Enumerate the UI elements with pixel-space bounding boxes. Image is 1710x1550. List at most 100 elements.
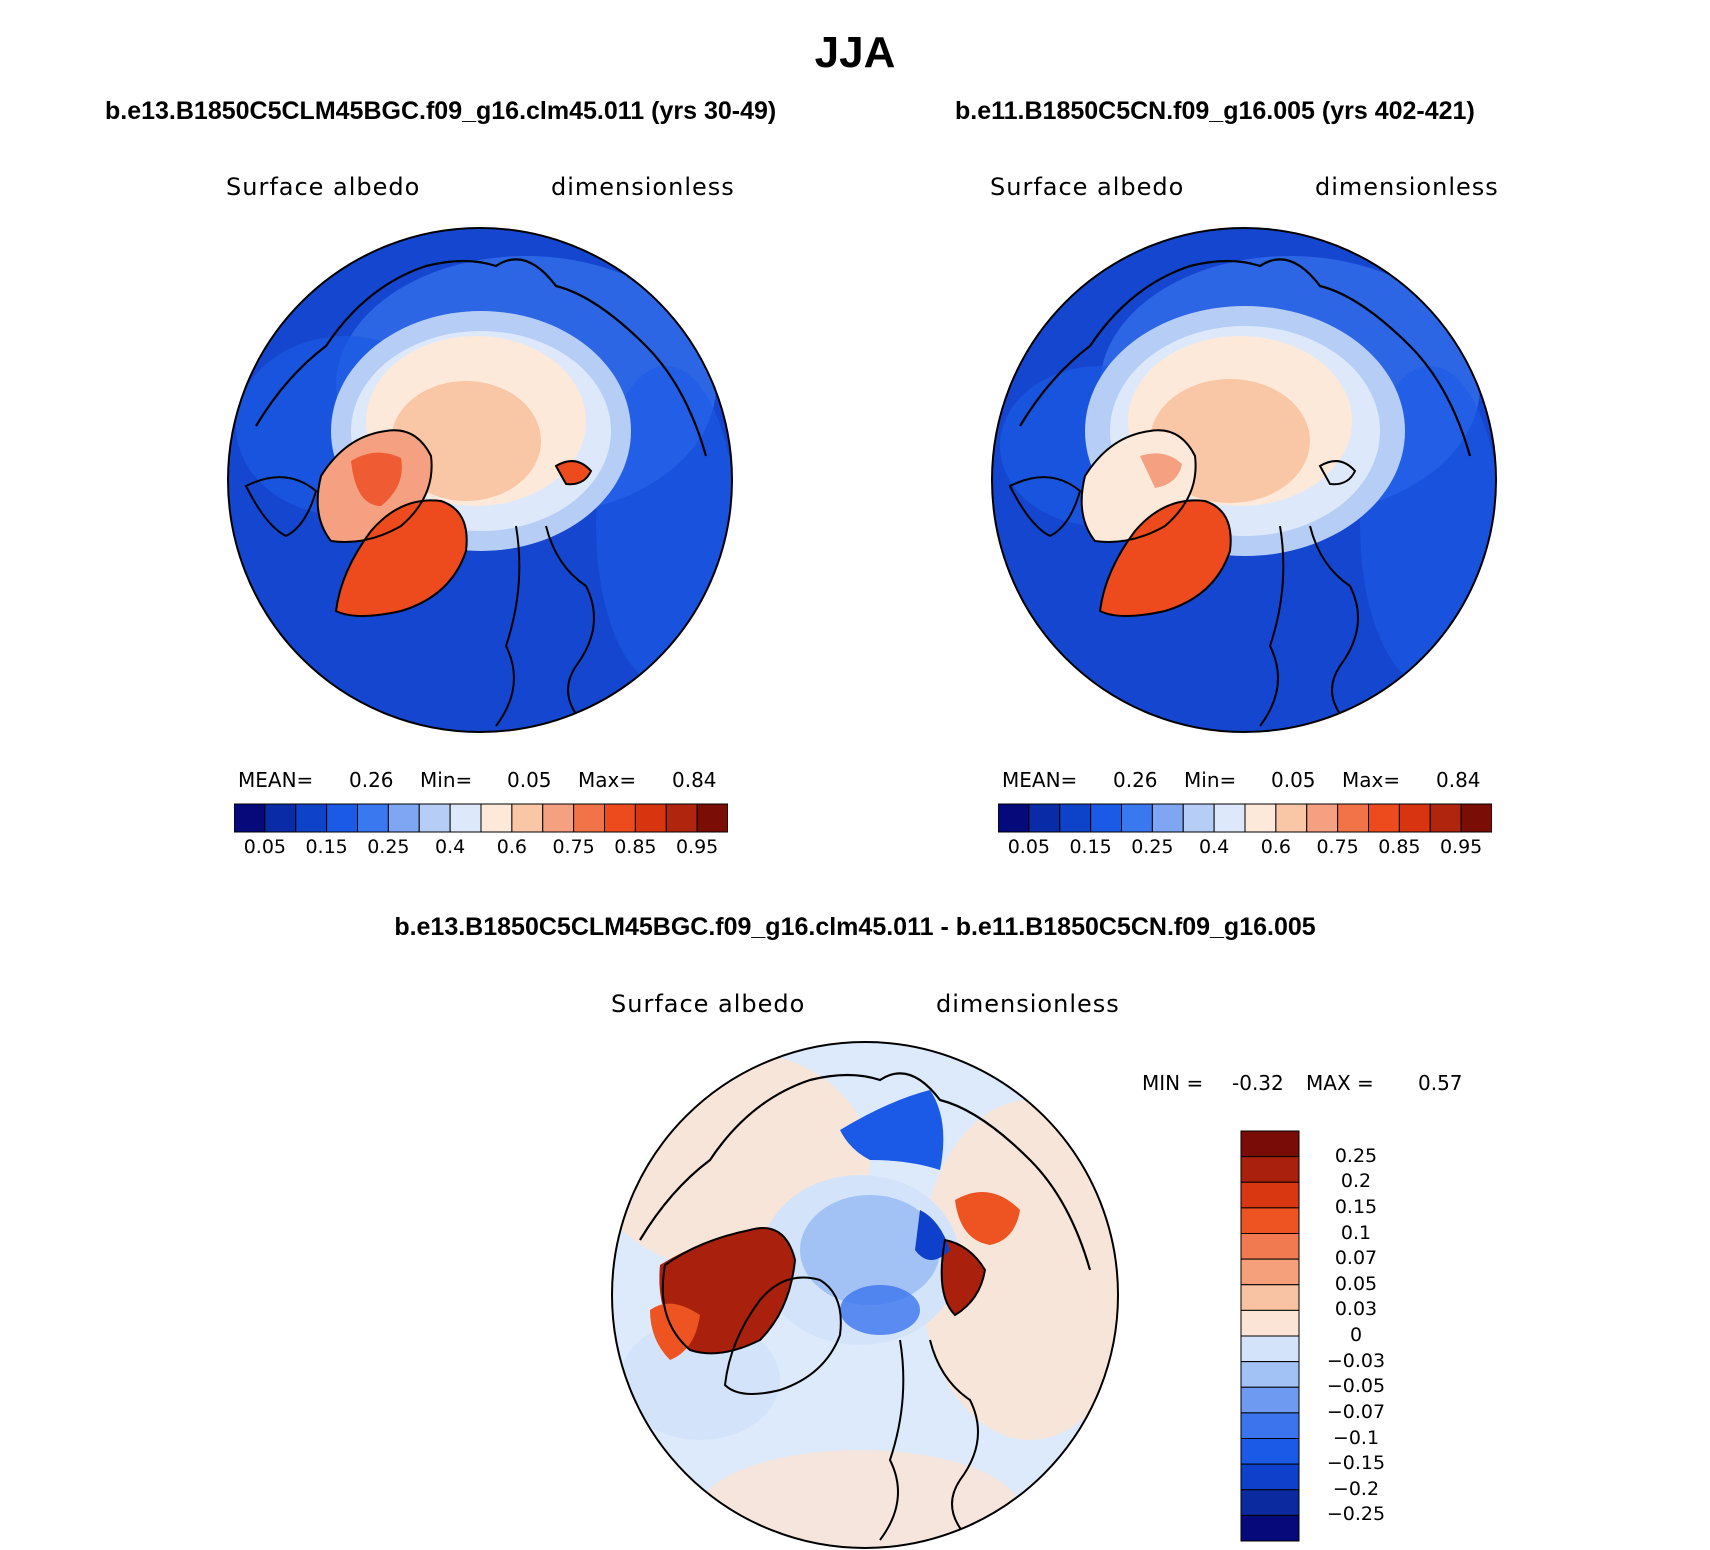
diff-panel-colorbar xyxy=(1240,1130,1300,1542)
panel-1-mean-label: MEAN= xyxy=(238,768,314,792)
figure-title: JJA xyxy=(814,28,896,77)
colorbar-swatch xyxy=(1240,1156,1300,1183)
panel-1-max-label: Max= xyxy=(578,768,637,792)
colorbar-swatch xyxy=(998,803,1030,833)
colorbar-swatch xyxy=(1240,1130,1300,1158)
colorbar-swatch xyxy=(1240,1233,1300,1260)
colorbar-swatch xyxy=(1244,803,1277,833)
colorbar-swatch xyxy=(634,803,667,833)
colorbar-swatch xyxy=(387,803,420,833)
colorbar-tick-label: 0.1 xyxy=(1340,1221,1372,1244)
panel-2-max-label: Max= xyxy=(1342,768,1401,792)
diff-panel-max-value: 0.57 xyxy=(1418,1071,1463,1095)
colorbar-tick-label: 0.4 xyxy=(435,836,466,858)
panel-1-greenland xyxy=(336,500,467,616)
colorbar-swatch xyxy=(234,803,266,833)
colorbar-swatch xyxy=(1240,1207,1300,1234)
panel-2-units-label: dimensionless xyxy=(1315,173,1499,201)
colorbar-swatch xyxy=(418,803,451,833)
colorbar-swatch xyxy=(1460,803,1492,833)
panel-2-min-value: 0.05 xyxy=(1271,768,1316,792)
colorbar-swatch xyxy=(264,803,297,833)
diff-panel-variable-label: Surface albedo xyxy=(611,990,806,1018)
panel-1-svalbard xyxy=(556,461,591,485)
colorbar-swatch xyxy=(1240,1438,1300,1465)
panel-1-variable-label: Surface albedo xyxy=(226,173,421,201)
colorbar-swatch xyxy=(1306,803,1339,833)
colorbar-swatch xyxy=(1240,1309,1300,1337)
panel-1-min-label: Min= xyxy=(420,768,473,792)
colorbar-swatch xyxy=(1121,803,1153,833)
colorbar-tick-label: −0.1 xyxy=(1332,1426,1380,1449)
diff-panel-polar-map xyxy=(611,1041,1119,1549)
panel-1-title: b.e13.B1850C5CLM45BGC.f09_g16.clm45.011 … xyxy=(105,97,777,125)
colorbar-swatch xyxy=(604,803,636,833)
diff-panel-siberia-negative xyxy=(840,1090,944,1170)
panel-2-mean-value: 0.26 xyxy=(1113,768,1158,792)
panel-1-max-value: 0.84 xyxy=(672,768,717,792)
panel-2-polar-map xyxy=(991,227,1497,733)
colorbar-tick-label: 0.05 xyxy=(1007,836,1051,858)
panel-2-mean-label: MEAN= xyxy=(1002,768,1078,792)
colorbar-tick-label: 0.4 xyxy=(1199,836,1230,858)
colorbar-swatch xyxy=(295,803,328,833)
colorbar-tick-label: 0.25 xyxy=(367,836,410,858)
panel-1-mean-value: 0.26 xyxy=(349,768,394,792)
diff-panel-kara-negative xyxy=(915,1210,950,1260)
colorbar-swatch xyxy=(1240,1489,1300,1516)
colorbar-swatch xyxy=(1028,803,1061,833)
panel-2-max-value: 0.84 xyxy=(1436,768,1481,792)
diff-panel-title: b.e13.B1850C5CLM45BGC.f09_g16.clm45.011 … xyxy=(394,913,1316,941)
panel-1-archipelago-ice xyxy=(351,452,402,506)
colorbar-swatch xyxy=(1368,803,1400,833)
colorbar-swatch xyxy=(357,803,389,833)
colorbar-tick-label: 0.03 xyxy=(1334,1298,1378,1321)
colorbar-swatch xyxy=(480,803,513,833)
colorbar-swatch xyxy=(1240,1412,1300,1439)
colorbar-swatch xyxy=(1182,803,1215,833)
colorbar-swatch xyxy=(1090,803,1122,833)
colorbar-swatch xyxy=(573,803,605,833)
panel-2-colorbar xyxy=(998,803,1492,833)
colorbar-tick-label: 0.85 xyxy=(1378,836,1421,858)
colorbar-swatch xyxy=(696,803,728,833)
colorbar-swatch xyxy=(542,803,575,833)
colorbar-tick-label: 0.6 xyxy=(496,836,527,858)
colorbar-tick-label: 0.85 xyxy=(614,836,657,858)
colorbar-tick-label: 0.6 xyxy=(1260,836,1291,858)
colorbar-swatch xyxy=(326,803,358,833)
colorbar-swatch xyxy=(1240,1361,1300,1388)
colorbar-tick-label: 0.2 xyxy=(1340,1170,1372,1193)
colorbar-tick-label: −0.2 xyxy=(1332,1477,1380,1500)
panel-2-min-label: Min= xyxy=(1184,768,1237,792)
colorbar-tick-label: 0.95 xyxy=(1439,836,1483,858)
colorbar-swatch xyxy=(1275,803,1308,833)
colorbar-tick-label: 0.07 xyxy=(1334,1247,1378,1270)
diff-panel-min-label: MIN = xyxy=(1142,1071,1204,1095)
colorbar-swatch xyxy=(1213,803,1246,833)
panel-1-colorbar xyxy=(234,803,728,833)
colorbar-tick-label: 0.05 xyxy=(1334,1272,1378,1295)
colorbar-swatch xyxy=(1059,803,1092,833)
colorbar-tick-label: 0.05 xyxy=(243,836,287,858)
colorbar-swatch xyxy=(1240,1386,1300,1414)
panel-1-units-label: dimensionless xyxy=(551,173,735,201)
colorbar-tick-label: 0.75 xyxy=(1316,836,1359,858)
colorbar-swatch xyxy=(1151,803,1184,833)
colorbar-tick-label: 0.15 xyxy=(305,836,348,858)
colorbar-swatch xyxy=(1240,1463,1300,1491)
colorbar-tick-label: −0.07 xyxy=(1326,1400,1386,1423)
panel-2-archipelago-ice xyxy=(1140,453,1182,488)
colorbar-swatch xyxy=(1240,1181,1300,1209)
diff-panel-units-label: dimensionless xyxy=(936,990,1120,1018)
colorbar-tick-label: −0.05 xyxy=(1326,1375,1386,1398)
colorbar-tick-label: 0 xyxy=(1349,1324,1363,1346)
colorbar-tick-label: 0.15 xyxy=(1334,1195,1378,1218)
colorbar-tick-label: 0.15 xyxy=(1069,836,1112,858)
diff-panel-max-label: MAX = xyxy=(1306,1071,1374,1095)
colorbar-swatch xyxy=(511,803,544,833)
colorbar-swatch xyxy=(449,803,482,833)
diff-panel-min-value: -0.32 xyxy=(1232,1071,1284,1095)
colorbar-swatch xyxy=(1240,1514,1300,1542)
panel-2-greenland xyxy=(1100,500,1231,616)
